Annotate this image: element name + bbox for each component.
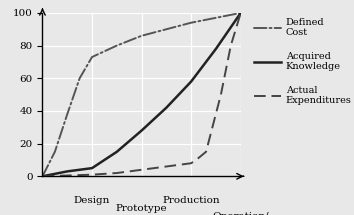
Defined
Cost xyxy=(164,28,169,31)
Text: Operation/
Use: Operation/ Use xyxy=(212,212,269,215)
Actual
Expenditures xyxy=(115,172,119,174)
Actual
Expenditures xyxy=(139,169,144,171)
Defined
Cost xyxy=(239,12,243,14)
Defined
Cost xyxy=(78,77,82,80)
Text: Production: Production xyxy=(162,196,220,205)
Acquired
Knowledge xyxy=(239,12,243,14)
Defined
Cost xyxy=(214,17,218,19)
Acquired
Knowledge xyxy=(164,106,169,109)
Acquired
Knowledge xyxy=(189,80,193,83)
Actual
Expenditures xyxy=(65,174,69,177)
Acquired
Knowledge xyxy=(214,48,218,50)
Actual
Expenditures xyxy=(90,173,94,176)
Acquired
Knowledge xyxy=(40,175,45,178)
Line: Defined
Cost: Defined Cost xyxy=(42,13,241,176)
Defined
Cost xyxy=(139,34,144,37)
Text: Prototype: Prototype xyxy=(116,204,167,213)
Defined
Cost xyxy=(53,150,57,153)
Text: Design: Design xyxy=(74,196,110,205)
Acquired
Knowledge xyxy=(90,167,94,169)
Acquired
Knowledge xyxy=(65,170,69,173)
Actual
Expenditures xyxy=(40,175,45,178)
Actual
Expenditures xyxy=(194,159,198,161)
Line: Acquired
Knowledge: Acquired Knowledge xyxy=(42,13,241,176)
Defined
Cost xyxy=(65,113,69,115)
Actual
Expenditures xyxy=(204,150,208,153)
Line: Actual
Expenditures: Actual Expenditures xyxy=(42,13,241,176)
Actual
Expenditures xyxy=(239,12,243,14)
Actual
Expenditures xyxy=(219,93,223,96)
Actual
Expenditures xyxy=(189,162,193,164)
Actual
Expenditures xyxy=(164,165,169,168)
Acquired
Knowledge xyxy=(139,129,144,132)
Acquired
Knowledge xyxy=(115,150,119,153)
Defined
Cost xyxy=(40,175,45,178)
Defined
Cost xyxy=(189,22,193,24)
Defined
Cost xyxy=(90,56,94,58)
Defined
Cost xyxy=(115,44,119,47)
Actual
Expenditures xyxy=(229,44,233,47)
Legend: Defined
Cost, Acquired
Knowledge, Actual
Expenditures: Defined Cost, Acquired Knowledge, Actual… xyxy=(253,18,352,105)
